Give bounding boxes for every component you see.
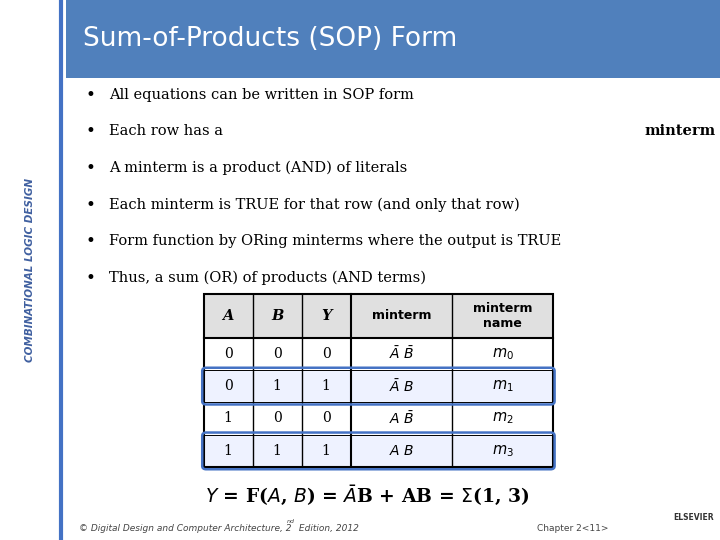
Text: $m_{3}$: $m_{3}$ [492,443,513,459]
Text: A minterm is a product (AND) of literals: A minterm is a product (AND) of literals [109,161,407,175]
Text: B: B [271,309,283,323]
Text: Y: Y [321,309,331,323]
Text: •: • [86,269,96,287]
Text: Thus, a sum (OR) of products (AND terms): Thus, a sum (OR) of products (AND terms) [109,271,426,285]
Text: All equations can be written in SOP form: All equations can be written in SOP form [109,87,413,102]
Text: •: • [86,122,96,140]
Text: •: • [86,232,96,251]
Text: nd: nd [287,519,295,524]
Text: 0: 0 [224,379,233,393]
Text: minterm: minterm [644,124,715,138]
FancyBboxPatch shape [66,0,720,78]
Text: 1: 1 [224,444,233,458]
Text: •: • [86,195,96,214]
Text: •: • [86,159,96,177]
Text: Each row has a: Each row has a [109,124,228,138]
Text: 1: 1 [322,379,330,393]
Text: minterm: minterm [372,309,431,322]
Text: 0: 0 [273,411,282,426]
Text: 0: 0 [224,347,233,361]
Text: $\bar{A}\ B$: $\bar{A}\ B$ [389,377,414,395]
Text: A: A [222,309,234,323]
Text: Each minterm is TRUE for that row (and only that row): Each minterm is TRUE for that row (and o… [109,198,520,212]
Text: $m_{2}$: $m_{2}$ [492,410,513,427]
Text: ELSEVIER: ELSEVIER [673,513,714,522]
Text: Edition, 2012: Edition, 2012 [297,524,359,532]
Text: $m_{1}$: $m_{1}$ [492,378,513,394]
Text: COMBINATIONAL LOGIC DESIGN: COMBINATIONAL LOGIC DESIGN [24,178,35,362]
Text: $\mathit{Y}$ = F($\mathit{A}$, $\mathit{B}$) = $\bar{A}$B + AB = $\Sigma$(1, 3): $\mathit{Y}$ = F($\mathit{A}$, $\mathit{… [205,483,529,507]
Bar [204,370,553,402]
Text: $A\ \bar{B}$: $A\ \bar{B}$ [389,410,414,427]
Text: 0: 0 [273,347,282,361]
Text: $m_{0}$: $m_{0}$ [492,346,513,362]
Bar [204,294,553,467]
Text: 1: 1 [322,444,330,458]
Bar [204,435,553,467]
Text: Form function by ORing minterms where the output is TRUE: Form function by ORing minterms where th… [109,234,561,248]
Text: $A\ B$: $A\ B$ [389,444,414,458]
Text: © Digital Design and Computer Architecture, 2: © Digital Design and Computer Architectu… [79,524,292,532]
Text: 0: 0 [322,347,330,361]
Bar [204,294,553,338]
Text: 1: 1 [273,444,282,458]
Text: Sum-of-Products (SOP) Form: Sum-of-Products (SOP) Form [83,26,456,52]
Text: 1: 1 [273,379,282,393]
Text: $\bar{A}\ \bar{B}$: $\bar{A}\ \bar{B}$ [389,345,414,362]
Text: 0: 0 [322,411,330,426]
Text: minterm
name: minterm name [473,302,532,330]
Text: 1: 1 [224,411,233,426]
Text: •: • [86,85,96,104]
Text: Chapter 2<11>: Chapter 2<11> [537,524,608,532]
